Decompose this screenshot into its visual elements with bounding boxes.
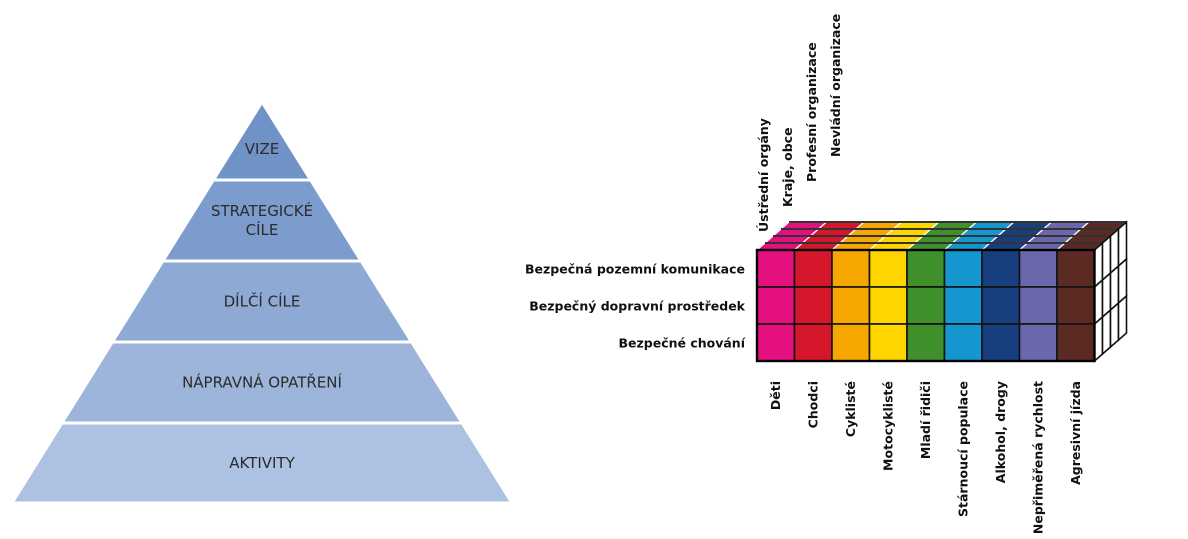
cube-front-outline <box>755 248 1096 363</box>
cube-top-face <box>755 221 1129 251</box>
cube-column-label: Chodci <box>805 381 820 428</box>
cube-depth-label: Ústřední orgány <box>756 118 771 232</box>
cube-depth-labels: Ústřední orgány Kraje, obce Profesní organ… <box>756 14 843 232</box>
cube-column-label: Nepřiměřená rychlost <box>1030 381 1045 534</box>
cube-row-label: Bezpečná pozemní komunikace <box>525 262 745 277</box>
pyramid-level-label: CÍLE <box>246 220 279 239</box>
cube-front-cell <box>756 323 796 362</box>
cube-depth-label: Profesní organizace <box>804 42 819 182</box>
cube-side-cell <box>1101 308 1112 356</box>
cube-front-cell <box>943 323 983 362</box>
cube-front-cell <box>831 286 871 325</box>
cube-front-cell <box>1056 249 1096 288</box>
cube-front-cell <box>756 286 796 325</box>
cube-front-cell <box>868 249 908 288</box>
cube-front-cell <box>981 323 1021 362</box>
cube-column-label: Alkohol, drogy <box>993 381 1008 483</box>
cube-front-cell <box>981 249 1021 288</box>
cube-front-cell <box>831 323 871 362</box>
cube-front-cell <box>868 323 908 362</box>
cube-side-face <box>1093 220 1128 363</box>
cube-front-cell <box>943 286 983 325</box>
cube-column-label: Stárnoucí populace <box>955 381 970 517</box>
cube-front-cell <box>906 249 946 288</box>
cube-column-label: Cyklisté <box>843 381 858 437</box>
cube-row-label: Bezpečný dopravní prostředek <box>529 299 745 314</box>
cube-front-cell <box>831 249 871 288</box>
cube-front-face <box>755 248 1096 363</box>
pyramid-level <box>9 421 515 505</box>
cube-depth-label: Nevládní organizace <box>828 14 843 157</box>
cube-front-cell <box>868 286 908 325</box>
cube-front-cell <box>943 249 983 288</box>
pyramid-level-label: NÁPRAVNÁ OPATŘENÍ <box>182 373 342 392</box>
cube-column-label: Mladí řidiči <box>918 381 933 459</box>
cube-front-cell <box>906 286 946 325</box>
cube-depth-label: Kraje, obce <box>780 127 795 207</box>
cube-side-cell <box>1109 301 1120 349</box>
cube-front-cell <box>756 249 796 288</box>
cube-column-labels: Děti Chodci Cyklisté Motocyklisté Mladí řidi… <box>768 381 1083 534</box>
cube-front-cell <box>1018 286 1058 325</box>
cube-column-label: Agresivní jízda <box>1068 381 1083 485</box>
cube-row-labels: Bezpečná pozemní komunikace Bezpečný dopr… <box>525 262 746 351</box>
cube-column-label: Motocyklisté <box>880 381 895 471</box>
cube-column-label: Děti <box>768 381 783 410</box>
safety-cube: Bezpečná pozemní komunikace Bezpečný dopr… <box>525 14 1129 534</box>
cube-front-cell <box>793 323 833 362</box>
cube-front-cell <box>906 323 946 362</box>
cube-front-cell <box>793 249 833 288</box>
cube-front-cell <box>981 286 1021 325</box>
cube-front-cell <box>1018 249 1058 288</box>
pyramid-level-label: VIZE <box>245 140 279 158</box>
cube-row-label: Bezpečné chování <box>618 336 745 351</box>
cube-side-cell <box>1117 294 1128 342</box>
pyramid-level-label: DÍLČÍ CÍLE <box>224 292 301 311</box>
cube-front-cell <box>793 286 833 325</box>
cube-front-cell <box>1056 286 1096 325</box>
cube-front-cell <box>1018 323 1058 362</box>
cube-front-cell <box>1056 323 1096 362</box>
pyramid-level-label: AKTIVITY <box>229 454 295 472</box>
pyramid-level-label: STRATEGICKÉ <box>211 201 313 220</box>
